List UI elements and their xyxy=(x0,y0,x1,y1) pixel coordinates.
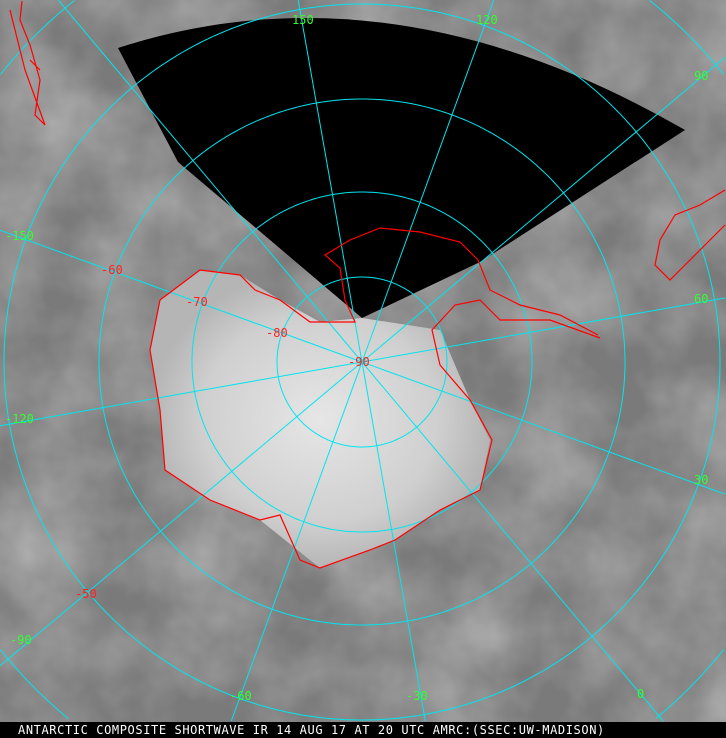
longitude-line xyxy=(361,361,664,722)
longitude-line xyxy=(57,0,363,363)
lon-label-120: 120 xyxy=(476,13,498,27)
coastline xyxy=(149,227,601,569)
lon-label-60: 60 xyxy=(694,292,708,306)
latitude-circle xyxy=(191,191,533,533)
lon-label-minus120: -120 xyxy=(5,412,34,426)
lon-label-minus60: -60 xyxy=(230,689,252,703)
lon-label-150: 150 xyxy=(292,13,314,27)
lat-label-minus80: -80 xyxy=(266,326,288,340)
lon-label-minus90: -90 xyxy=(10,633,32,647)
image-caption: ANTARCTIC COMPOSITE SHORTWAVE IR 14 AUG … xyxy=(0,722,726,738)
lat-label-minus90: -90 xyxy=(348,355,370,369)
longitude-line xyxy=(361,0,495,363)
no-data-sector xyxy=(118,17,685,318)
longitude-line xyxy=(361,57,726,363)
longitude-line xyxy=(230,361,363,722)
antarctica-ice xyxy=(150,270,490,568)
longitude-line xyxy=(297,0,363,363)
lon-label-90: 90 xyxy=(694,69,708,83)
lat-label-minus50: -50 xyxy=(75,587,97,601)
lon-label-minus150: -150 xyxy=(5,229,34,243)
latitude-circle xyxy=(3,3,721,721)
longitude-line xyxy=(361,297,726,363)
lon-label-minus30: -30 xyxy=(406,689,428,703)
longitude-line xyxy=(0,361,363,667)
lat-label-minus60: -60 xyxy=(101,263,123,277)
lon-label-0: 0 xyxy=(637,687,644,701)
south-america-coastline xyxy=(654,189,726,281)
longitude-line xyxy=(0,229,363,363)
longitude-line xyxy=(0,361,363,427)
lon-label-30: 30 xyxy=(694,473,708,487)
latitude-circle xyxy=(0,0,724,719)
new-zealand-coastline xyxy=(9,0,46,126)
map-canvas: 150 120 90 60 30 0 -30 -60 -90 -120 -150… xyxy=(0,0,726,722)
longitude-line xyxy=(361,361,426,722)
latitude-circle xyxy=(98,98,626,626)
lat-label-minus70: -70 xyxy=(186,295,208,309)
latitude-circle xyxy=(276,276,448,448)
longitude-line xyxy=(361,361,726,495)
